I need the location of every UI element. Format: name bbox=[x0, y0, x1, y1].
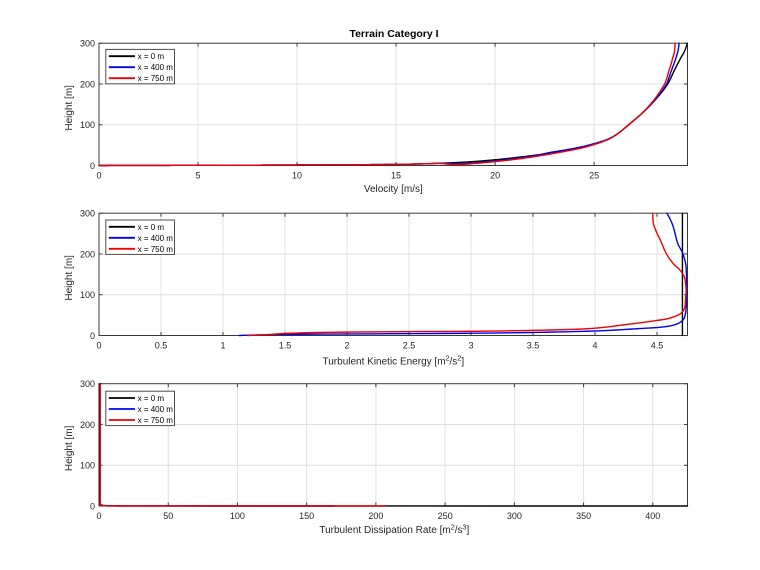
svg-text:Height [m]: Height [m] bbox=[64, 255, 75, 301]
svg-text:Turbulent Kinetic Energy [m2/s: Turbulent Kinetic Energy [m2/s2] bbox=[323, 354, 465, 368]
svg-text:0: 0 bbox=[96, 341, 101, 351]
svg-text:250: 250 bbox=[438, 511, 453, 521]
svg-text:0: 0 bbox=[96, 511, 101, 521]
svg-text:Height [m]: Height [m] bbox=[64, 425, 75, 471]
svg-text:100: 100 bbox=[80, 461, 95, 471]
svg-text:2: 2 bbox=[344, 341, 349, 351]
svg-text:300: 300 bbox=[80, 209, 95, 219]
svg-text:3: 3 bbox=[468, 341, 473, 351]
svg-text:1: 1 bbox=[220, 341, 225, 351]
svg-text:350: 350 bbox=[576, 511, 591, 521]
svg-text:400: 400 bbox=[645, 511, 660, 521]
svg-text:4.5: 4.5 bbox=[651, 341, 664, 351]
svg-text:0: 0 bbox=[96, 171, 101, 181]
svg-text:3.5: 3.5 bbox=[527, 341, 540, 351]
svg-text:20: 20 bbox=[490, 171, 500, 181]
svg-text:0: 0 bbox=[90, 331, 95, 341]
svg-text:x = 0 m: x = 0 m bbox=[138, 223, 165, 232]
svg-text:x = 0 m: x = 0 m bbox=[138, 52, 165, 61]
svg-text:300: 300 bbox=[507, 511, 522, 521]
svg-text:300: 300 bbox=[80, 379, 95, 389]
svg-text:x = 400 m: x = 400 m bbox=[138, 405, 174, 414]
svg-text:150: 150 bbox=[299, 511, 314, 521]
svg-text:200: 200 bbox=[80, 249, 95, 259]
svg-text:10: 10 bbox=[292, 171, 302, 181]
svg-text:Velocity [m/s]: Velocity [m/s] bbox=[364, 184, 423, 195]
svg-text:x = 750 m: x = 750 m bbox=[138, 74, 174, 83]
svg-text:4: 4 bbox=[592, 341, 597, 351]
svg-text:100: 100 bbox=[80, 120, 95, 130]
svg-text:x = 0 m: x = 0 m bbox=[138, 394, 165, 403]
svg-text:25: 25 bbox=[589, 171, 599, 181]
svg-text:300: 300 bbox=[80, 39, 95, 49]
svg-text:2.5: 2.5 bbox=[403, 341, 416, 351]
svg-text:x = 750 m: x = 750 m bbox=[138, 416, 174, 425]
svg-text:200: 200 bbox=[368, 511, 383, 521]
svg-text:200: 200 bbox=[80, 420, 95, 430]
svg-text:0.5: 0.5 bbox=[155, 341, 168, 351]
svg-text:Terrain Category I: Terrain Category I bbox=[349, 28, 438, 40]
svg-text:1.5: 1.5 bbox=[279, 341, 292, 351]
svg-text:x = 750 m: x = 750 m bbox=[138, 245, 174, 254]
svg-text:5: 5 bbox=[196, 171, 201, 181]
svg-text:x = 400 m: x = 400 m bbox=[138, 234, 174, 243]
svg-text:15: 15 bbox=[391, 171, 401, 181]
svg-text:Height [m]: Height [m] bbox=[64, 85, 75, 131]
svg-text:100: 100 bbox=[230, 511, 245, 521]
svg-text:200: 200 bbox=[80, 79, 95, 89]
svg-text:Turbulent Dissipation Rate [m2: Turbulent Dissipation Rate [m2/s3] bbox=[319, 523, 469, 537]
svg-text:x = 400 m: x = 400 m bbox=[138, 63, 174, 72]
svg-text:0: 0 bbox=[90, 501, 95, 511]
svg-text:100: 100 bbox=[80, 290, 95, 300]
svg-text:0: 0 bbox=[90, 161, 95, 171]
svg-text:50: 50 bbox=[163, 511, 173, 521]
